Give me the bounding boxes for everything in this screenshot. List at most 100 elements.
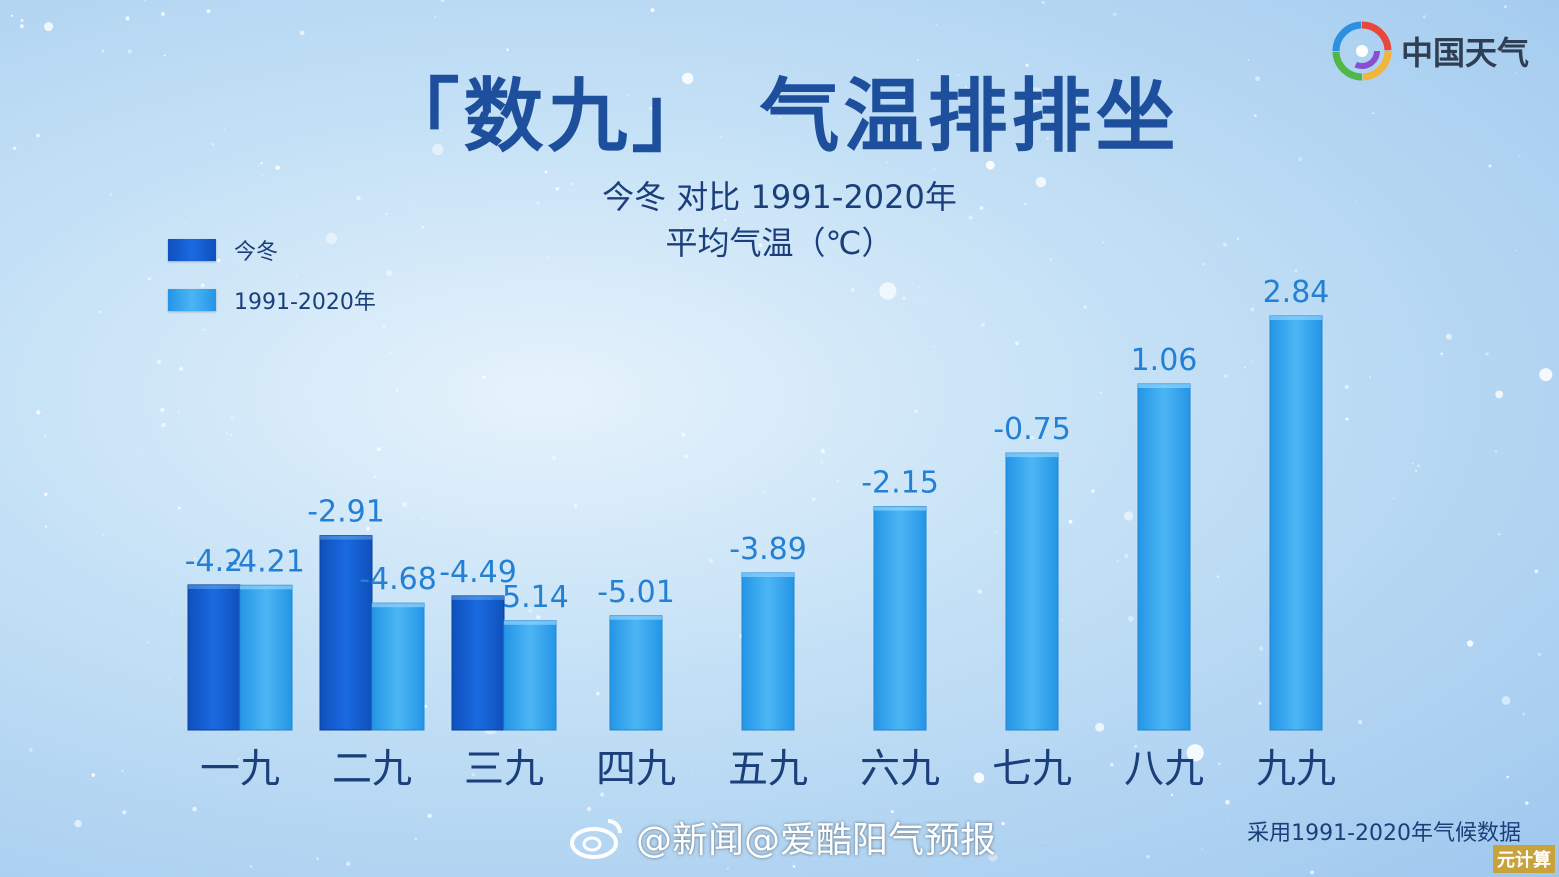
snow-particle xyxy=(414,837,417,840)
snow-particle xyxy=(544,170,548,174)
snow-particle xyxy=(179,367,183,371)
snow-particle xyxy=(1049,258,1052,261)
snow-particle xyxy=(570,182,574,185)
snow-particle xyxy=(1254,114,1257,117)
value-label-normal-7: -0.75 xyxy=(993,412,1071,447)
bar-highlight xyxy=(320,535,372,540)
snow-particle xyxy=(933,346,935,348)
snow-particle xyxy=(1255,76,1260,81)
logo: 中国天气 xyxy=(1331,20,1529,82)
value-label-normal-6: -2.15 xyxy=(861,466,939,501)
snow-particle xyxy=(758,243,763,248)
snow-particle xyxy=(19,24,24,28)
snow-particle xyxy=(600,792,605,797)
snow-particle xyxy=(98,310,101,313)
snow-particle xyxy=(723,219,726,222)
bar-normal-8 xyxy=(1137,383,1191,731)
snow-particle xyxy=(804,780,807,783)
value-label-normal-5: -3.89 xyxy=(729,532,807,567)
snow-particle xyxy=(988,852,998,862)
snow-particle xyxy=(1250,360,1253,363)
legend-label-this-winter: 今冬 xyxy=(234,240,279,265)
snow-particle xyxy=(979,206,984,210)
snow-particle xyxy=(1027,87,1044,104)
value-label-normal-8: 1.06 xyxy=(1131,343,1198,378)
snow-particle xyxy=(935,23,938,26)
snow-particle xyxy=(595,691,600,696)
snow-particle xyxy=(546,256,548,258)
bar-this-winter-2 xyxy=(319,535,373,731)
watermark-handle-text: @新闻@爱酷阳气预报 xyxy=(636,820,997,861)
snow-particle xyxy=(1025,63,1029,67)
bar-this-winter-3 xyxy=(451,595,505,731)
legend: 今冬 1991-2020年 xyxy=(168,236,376,336)
snow-particle xyxy=(1188,352,1192,356)
snow-particle xyxy=(143,0,147,2)
data-source-note: 采用1991-2020年气候数据 xyxy=(1247,821,1521,846)
snow-particle xyxy=(1030,435,1034,440)
snow-particle xyxy=(421,517,424,520)
snow-particle xyxy=(498,138,502,142)
snow-particle xyxy=(965,86,967,89)
legend-item-this-winter: 今冬 xyxy=(168,236,376,265)
snow-particle xyxy=(1113,12,1117,17)
snow-particle xyxy=(1044,841,1047,844)
snow-particle xyxy=(994,531,997,533)
snow-particle xyxy=(482,573,488,578)
snow-particle xyxy=(161,12,165,16)
snow-particle xyxy=(886,161,889,164)
value-label-this-winter-1: -4.2 xyxy=(185,544,244,579)
snow-particle xyxy=(882,106,887,111)
snow-particle xyxy=(1110,763,1114,767)
category-labels-group: 一九 二九 三九 四九 五九 六九 七九 八九 九九 xyxy=(200,746,1336,792)
category-label-7: 七九 xyxy=(992,746,1072,792)
snow-particle xyxy=(74,819,82,828)
snow-particle xyxy=(627,94,631,97)
snow-particle xyxy=(1225,800,1230,805)
value-labels-group: -4.2-4.21-2.91 -4.68 -4.49-5.14 -5.01 -3.89 -… xyxy=(185,275,1330,615)
snow-particle xyxy=(684,454,688,459)
bar-highlight xyxy=(372,603,424,608)
snow-particle xyxy=(560,219,563,221)
snow-particle xyxy=(295,274,298,276)
snow-particle xyxy=(691,773,693,775)
snow-particle xyxy=(1218,762,1221,765)
snow-particle xyxy=(1244,366,1246,369)
snow-particle xyxy=(299,30,305,36)
snow-particle xyxy=(918,286,920,289)
snow-particle xyxy=(346,861,351,866)
snow-particle xyxy=(259,240,263,243)
snow-particle xyxy=(160,397,162,399)
snow-particle xyxy=(506,48,510,52)
snow-particle xyxy=(1501,696,1511,705)
value-label-this-winter-2: -2.91 xyxy=(307,495,385,530)
snow-particle xyxy=(985,160,995,170)
snow-particle xyxy=(1247,59,1250,61)
snow-particle xyxy=(44,22,54,32)
snow-particle xyxy=(551,455,557,461)
bar-normal-4 xyxy=(609,615,663,731)
snow-particle xyxy=(1393,497,1395,500)
snow-particle xyxy=(536,615,541,620)
bar-highlight xyxy=(240,585,292,590)
snow-particle xyxy=(211,142,215,146)
snow-particle xyxy=(432,143,444,156)
snow-particle xyxy=(1134,744,1138,748)
snow-particle xyxy=(1294,269,1298,273)
snow-particle xyxy=(1369,376,1371,378)
snow-particle xyxy=(1498,533,1501,536)
snow-particle xyxy=(973,772,985,784)
snow-particle xyxy=(586,806,592,812)
snow-particle xyxy=(101,49,105,53)
snow-particle xyxy=(177,506,181,510)
snow-particle xyxy=(471,772,476,777)
snow-particle xyxy=(1537,652,1542,657)
snow-particle xyxy=(275,165,280,170)
snow-particle xyxy=(1102,241,1105,244)
snow-particle xyxy=(1344,384,1349,390)
corner-watermark: 元计算 xyxy=(1493,845,1555,873)
snow-particle xyxy=(797,66,799,68)
logo-text: 中国天气 xyxy=(1400,34,1529,72)
snow-particle xyxy=(1024,203,1027,206)
